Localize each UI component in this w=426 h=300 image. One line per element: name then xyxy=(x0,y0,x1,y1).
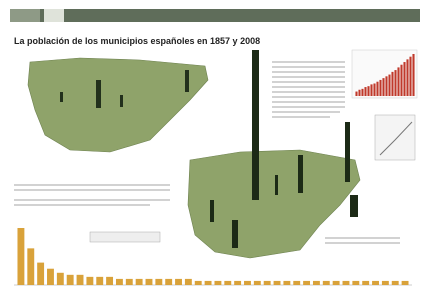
bar xyxy=(185,279,192,285)
bar xyxy=(361,89,363,96)
header-tab xyxy=(10,9,40,22)
spike xyxy=(96,80,101,108)
bar xyxy=(136,279,143,285)
bar xyxy=(333,281,340,285)
inset-chart xyxy=(375,115,415,160)
bar xyxy=(362,281,369,285)
bar xyxy=(293,281,300,285)
bar xyxy=(274,281,281,285)
bar xyxy=(403,62,405,96)
bar xyxy=(313,281,320,285)
spike xyxy=(252,50,259,200)
bar xyxy=(116,279,123,285)
title: La población de los municipios españoles… xyxy=(14,36,260,46)
bar xyxy=(126,279,133,285)
header-bar xyxy=(10,9,420,22)
bar xyxy=(86,277,93,285)
bar xyxy=(397,67,399,96)
bar xyxy=(264,281,271,285)
bar xyxy=(388,75,390,96)
spike xyxy=(120,95,123,107)
bar xyxy=(27,248,34,285)
bar xyxy=(96,277,103,285)
bar xyxy=(379,80,381,96)
spike xyxy=(232,220,238,248)
bar xyxy=(364,87,366,96)
bar xyxy=(391,72,393,96)
bar xyxy=(67,275,74,285)
bar xyxy=(254,281,261,285)
bar xyxy=(358,90,360,96)
note-box xyxy=(90,232,160,242)
bar xyxy=(367,86,369,96)
bar xyxy=(37,263,44,285)
bar xyxy=(205,281,212,285)
bar xyxy=(343,281,350,285)
bar xyxy=(382,78,384,96)
bar xyxy=(244,281,251,285)
spike xyxy=(350,195,358,217)
bar xyxy=(400,65,402,96)
bar xyxy=(283,281,290,285)
spike xyxy=(185,70,189,92)
bar xyxy=(406,59,408,96)
bar xyxy=(372,281,379,285)
bar xyxy=(214,281,221,285)
bar xyxy=(376,82,378,96)
infographic: La población de los municipios españoles… xyxy=(0,0,426,300)
bar xyxy=(394,70,396,96)
spike xyxy=(345,122,350,182)
spike xyxy=(275,175,278,195)
bar xyxy=(412,54,414,96)
bar xyxy=(385,76,387,96)
bar xyxy=(195,281,202,285)
spike xyxy=(60,92,63,102)
bar xyxy=(402,281,409,285)
bar xyxy=(175,279,182,285)
bar xyxy=(146,279,153,285)
spike xyxy=(210,200,214,222)
bar xyxy=(409,57,411,96)
spike xyxy=(298,155,303,193)
bar xyxy=(57,273,64,285)
bar xyxy=(47,269,54,285)
bar xyxy=(77,275,84,285)
bar xyxy=(165,279,172,285)
bar xyxy=(106,277,113,285)
bar xyxy=(224,281,231,285)
bar xyxy=(373,83,375,96)
bar xyxy=(155,279,162,285)
bar xyxy=(323,281,330,285)
header-logo xyxy=(44,9,64,22)
bar xyxy=(17,228,24,285)
bar xyxy=(355,92,357,96)
bar xyxy=(382,281,389,285)
bar xyxy=(392,281,399,285)
bar xyxy=(303,281,310,285)
bar xyxy=(234,281,241,285)
bar xyxy=(370,84,372,96)
bar xyxy=(352,281,359,285)
